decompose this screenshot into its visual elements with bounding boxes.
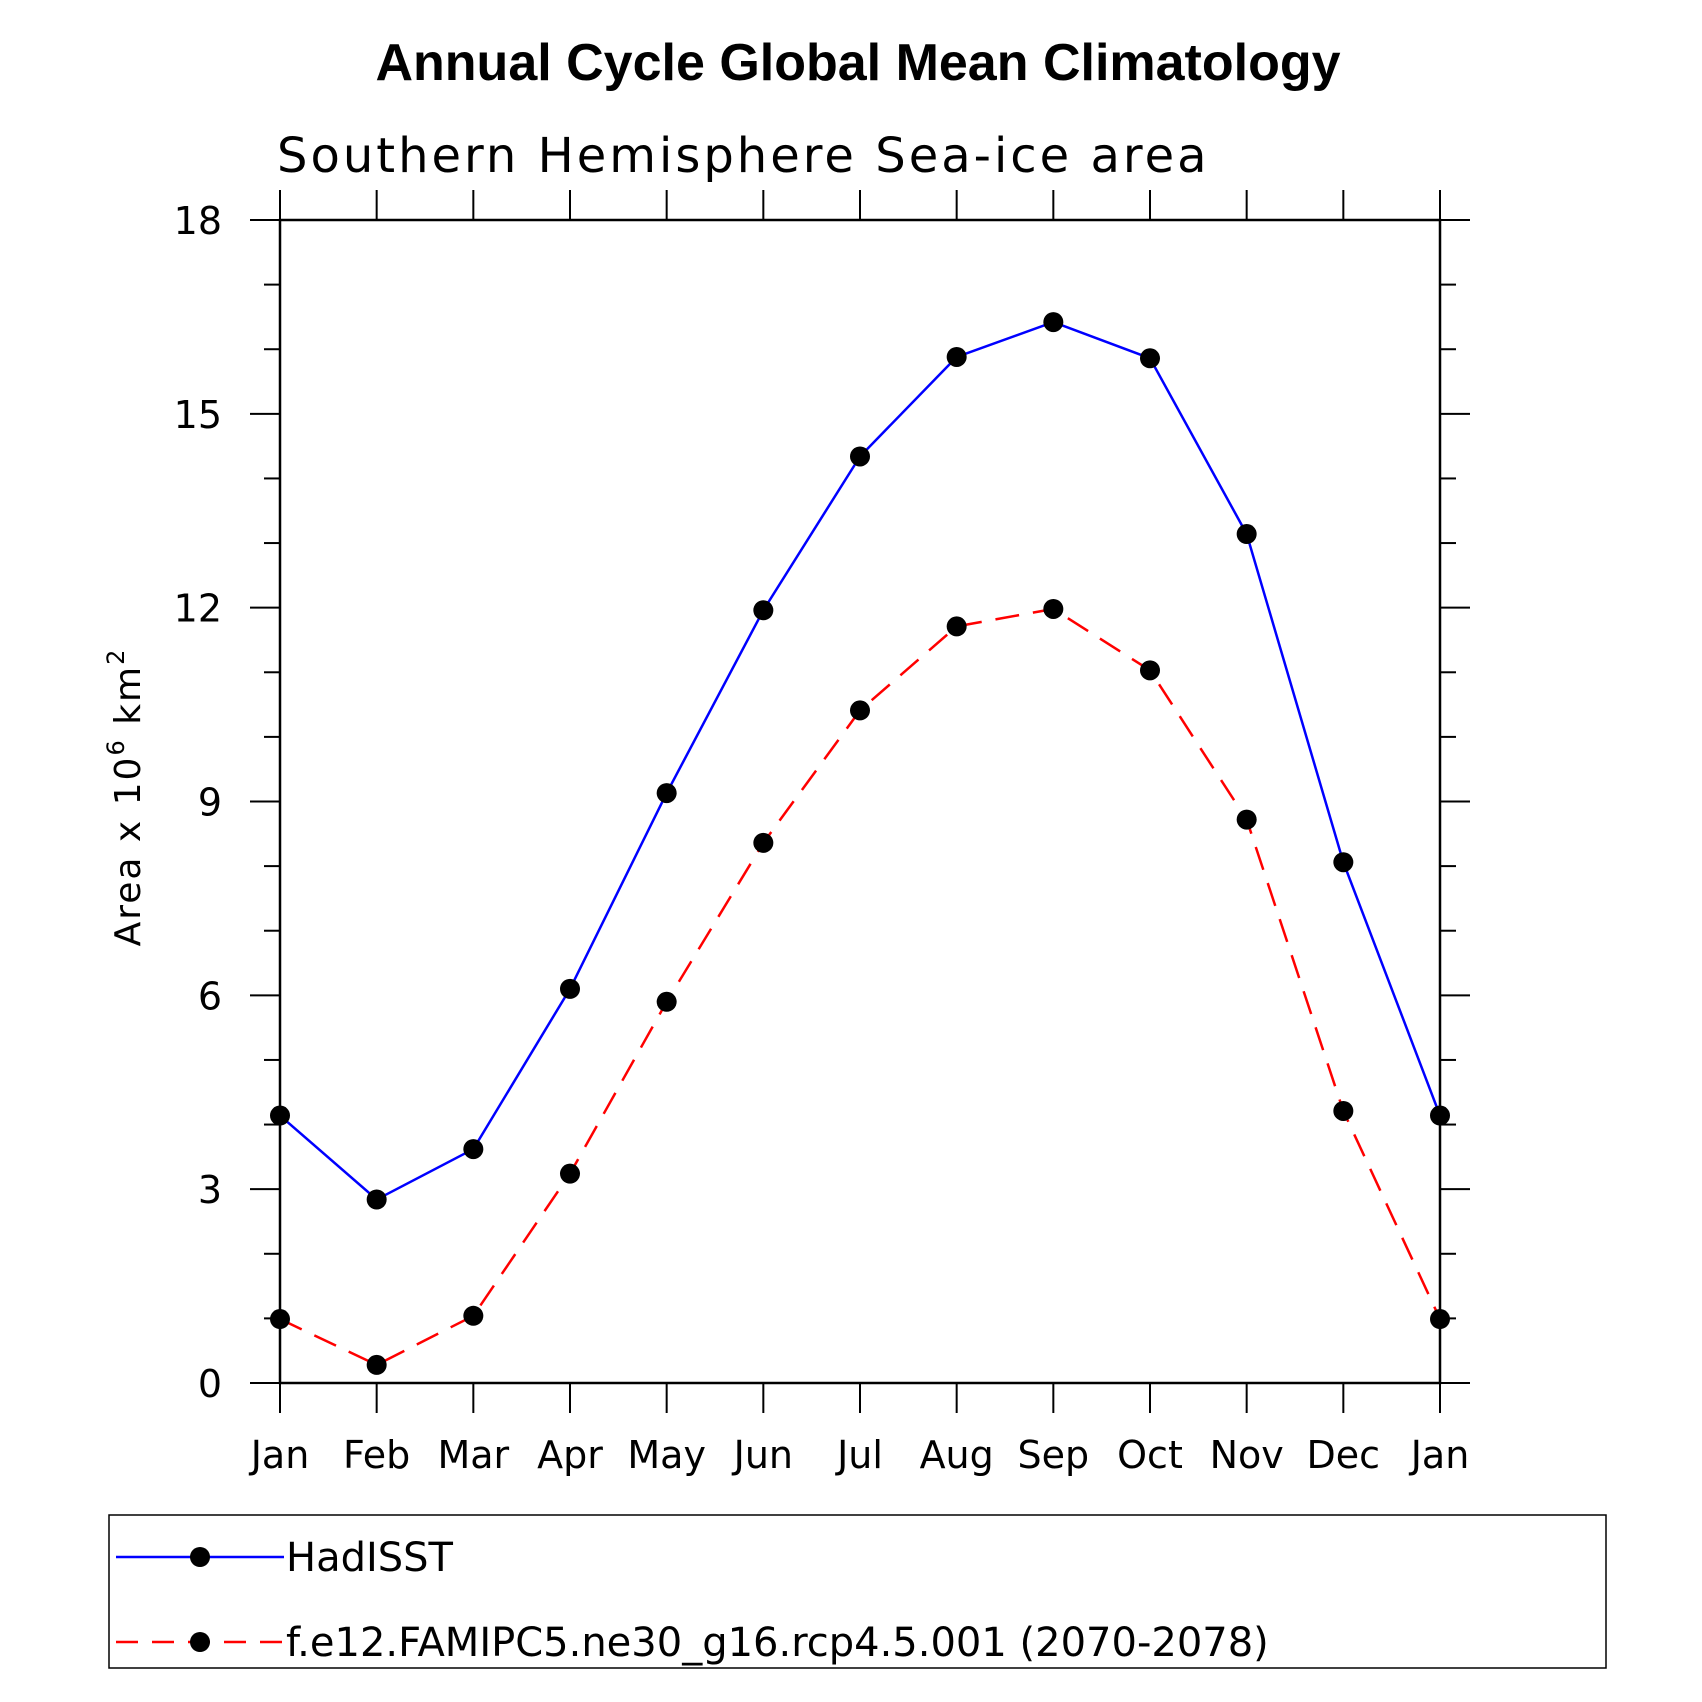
y-tick-label: 6 [198,974,222,1018]
legend-entry-1: HadISST [116,1535,454,1581]
x-tick-label: Mar [437,1433,509,1477]
y-axis-label-exponent: 6 [102,738,130,755]
y-tick-label: 3 [198,1168,222,1212]
y-axis-label-unit-exponent: 2 [102,648,130,665]
data-point [366,1354,387,1375]
data-point [366,1189,387,1210]
data-point [1043,598,1064,619]
data-point [1333,1100,1354,1121]
data-point [1236,524,1257,545]
data-point [1430,1309,1450,1330]
x-tick-label: Jan [249,1433,310,1477]
y-axis-label: Area x 106 km2 [102,648,149,947]
data-point [1430,1105,1450,1126]
x-tick-label: May [627,1433,706,1477]
series-2 [270,598,1450,1375]
y-tick-label: 12 [174,587,222,631]
data-point [560,978,580,999]
x-tick-label: Jun [732,1433,793,1477]
x-tick-label: Apr [537,1433,603,1477]
legend: HadISST f.e12.FAMIPC5.ne30_g16.rcp4.5.001… [108,1514,1607,1669]
y-axis-label-text: Area x 10 [108,756,149,947]
data-point [753,600,774,621]
data-point [270,1309,290,1330]
data-point [1140,660,1160,681]
data-point [1333,852,1354,873]
data-point [270,1105,290,1126]
x-tick-label: Aug [920,1433,994,1477]
y-tick-label: 15 [174,393,222,437]
x-tick-label: Jul [835,1433,883,1477]
data-point [463,1305,484,1326]
y-tick-label: 0 [198,1362,222,1406]
data-point [1140,348,1160,369]
x-tick-label: Oct [1117,1433,1183,1477]
data-point [946,346,967,367]
data-point [656,783,677,804]
svg-text:Area x 106 km2: Area x 106 km2 [102,648,149,947]
data-point [1043,312,1064,333]
series-line [279,607,1442,1367]
legend-entry-2: f.e12.FAMIPC5.ne30_g16.rcp4.5.001 (2070-… [116,1620,1269,1666]
chart-subtitle: Southern Hemisphere Sea-ice area [277,128,1210,184]
axes: 0 3 6 9 12 15 18 Jan Feb Mar Apr May Jun Jul Aug Sep Oct… [174,190,1470,1477]
legend-box [108,1514,1607,1669]
y-axis-label-unit: km [108,665,149,738]
legend-marker [190,1632,210,1652]
data-point [560,1163,580,1184]
x-tick-label: Nov [1210,1433,1284,1477]
data-point [1236,809,1257,830]
chart-title: Annual Cycle Global Mean Climatology [375,34,1340,92]
plot-frame [278,218,1442,1385]
y-tick-label: 18 [174,199,222,243]
data-point [656,991,677,1012]
data-point [753,832,774,853]
x-tick-label: Sep [1018,1433,1090,1477]
legend-label: f.e12.FAMIPC5.ne30_g16.rcp4.5.001 (2070-… [286,1620,1269,1666]
x-tick-label: Feb [343,1433,410,1477]
legend-marker [190,1547,210,1567]
plot-area [270,312,1450,1375]
x-tick-label: Jan [1409,1433,1470,1477]
x-tick-label: Dec [1307,1433,1381,1477]
legend-label: HadISST [286,1535,454,1581]
data-point [463,1139,484,1160]
series-1 [270,312,1450,1210]
data-point [946,616,967,637]
data-point [850,700,870,721]
y-tick-label: 9 [198,781,222,825]
data-point [850,446,870,467]
